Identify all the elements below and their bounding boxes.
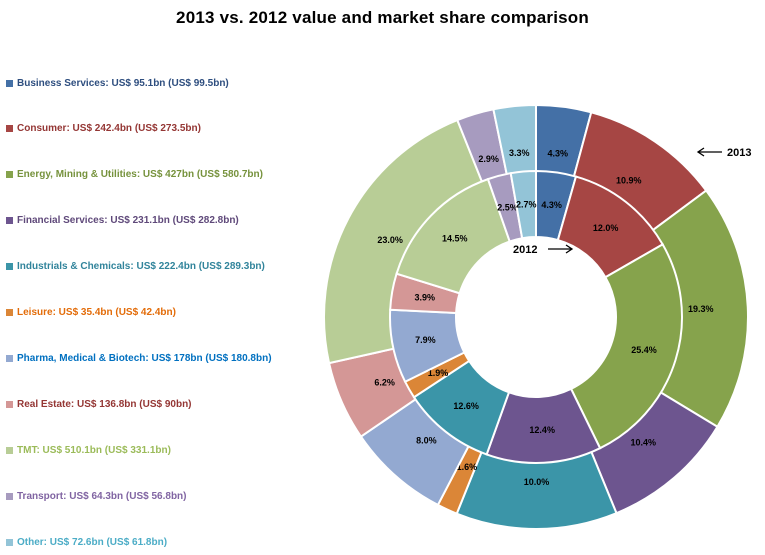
legend-swatch xyxy=(6,446,13,454)
legend-label: Pharma, Medical & Biotech: US$ 178bn (US… xyxy=(17,352,272,364)
ring-2012-slice-label: 25.4% xyxy=(631,345,657,355)
ring-2013-slice-label: 2.9% xyxy=(478,154,499,164)
legend-label: Other: US$ 72.6bn (US$ 61.8bn) xyxy=(17,536,168,548)
ring-2013-slice-label: 10.9% xyxy=(616,176,642,186)
legend-label: Consumer: US$ 242.4bn (US$ 273.5bn) xyxy=(17,123,201,135)
legend-swatch xyxy=(6,79,13,87)
legend-item: Transport: US$ 64.3bn (US$ 56.8bn) xyxy=(6,489,187,503)
legend-item: Other: US$ 72.6bn (US$ 61.8bn) xyxy=(6,535,167,549)
ring-2012-slice-label: 3.9% xyxy=(414,292,435,302)
legend-swatch xyxy=(6,309,13,316)
legend-label: Industrials & Chemicals: US$ 222.4bn (US… xyxy=(17,261,265,273)
ring-2013-slice-label: 19.3% xyxy=(688,304,714,314)
chart-title: 2013 vs. 2012 value and market share com… xyxy=(176,8,589,27)
donut-hole xyxy=(456,237,616,397)
ring-2012-slice-label: 12.0% xyxy=(593,223,619,233)
legend-item: Consumer: US$ 242.4bn (US$ 273.5bn) xyxy=(6,122,201,136)
ring-2012-annotation: 2012 xyxy=(513,244,537,256)
legend-item: Industrials & Chemicals: US$ 222.4bn (US… xyxy=(6,260,265,274)
legend-label: Business Services: US$ 95.1bn (US$ 99.5b… xyxy=(17,77,229,89)
ring-2012-slice-label: 14.5% xyxy=(442,234,468,244)
ring-2013-slice-label: 3.3% xyxy=(509,148,530,158)
ring-2012-slice-label: 1.9% xyxy=(428,368,449,378)
legend-label: TMT: US$ 510.1bn (US$ 331.1bn) xyxy=(17,444,171,456)
legend-swatch xyxy=(6,171,13,179)
legend-item: Pharma, Medical & Biotech: US$ 178bn (US… xyxy=(6,351,272,365)
legend-label: Real Estate: US$ 136.8bn (US$ 90bn) xyxy=(17,398,192,410)
ring-2013-slice-label: 23.0% xyxy=(377,235,403,245)
legend-item: Leisure: US$ 35.4bn (US$ 42.4bn) xyxy=(6,306,176,320)
ring-2013-slice-label: 6.2% xyxy=(374,378,395,388)
ring-2013-slice-label: 10.4% xyxy=(631,437,657,447)
legend-swatch xyxy=(6,538,13,546)
legend-item: TMT: US$ 510.1bn (US$ 331.1bn) xyxy=(6,443,171,457)
legend-item: Business Services: US$ 95.1bn (US$ 99.5b… xyxy=(6,76,229,90)
legend-swatch xyxy=(6,263,13,271)
legend-swatch xyxy=(6,217,13,225)
ring-2013-slice-label: 4.3% xyxy=(547,148,568,158)
legend-item: Financial Services: US$ 231.1bn (US$ 282… xyxy=(6,214,239,228)
ring-2013-arrow-icon xyxy=(696,147,722,157)
ring-2012-slice-label: 2.7% xyxy=(516,199,537,209)
ring-2013-slice-label: 1.6% xyxy=(457,462,478,472)
legend-swatch xyxy=(6,400,13,408)
legend-label: Transport: US$ 64.3bn (US$ 56.8bn) xyxy=(17,490,187,502)
legend-swatch xyxy=(6,125,13,133)
ring-2012-slice-label: 12.6% xyxy=(453,401,479,411)
ring-2013-slice-label: 10.0% xyxy=(524,477,550,487)
legend-swatch xyxy=(6,354,13,362)
legend-item: Real Estate: US$ 136.8bn (US$ 90bn) xyxy=(6,397,192,411)
ring-2012-arrow-icon xyxy=(548,244,574,254)
legend-item: Energy, Mining & Utilities: US$ 427bn (U… xyxy=(6,168,263,182)
legend-label: Leisure: US$ 35.4bn (US$ 42.4bn) xyxy=(17,307,176,318)
legend-swatch xyxy=(6,492,13,500)
ring-2013-slice-label: 8.0% xyxy=(416,435,437,445)
ring-2012-slice-label: 4.3% xyxy=(541,200,562,210)
ring-2012-slice-label: 12.4% xyxy=(529,425,555,435)
legend-label: Energy, Mining & Utilities: US$ 427bn (U… xyxy=(17,169,263,181)
legend-label: Financial Services: US$ 231.1bn (US$ 282… xyxy=(17,215,239,227)
ring-2013-annotation: 2013 xyxy=(727,147,751,159)
ring-2012-slice-label: 7.9% xyxy=(415,335,436,345)
ring-2012-slice-label: 2.5% xyxy=(497,203,518,213)
